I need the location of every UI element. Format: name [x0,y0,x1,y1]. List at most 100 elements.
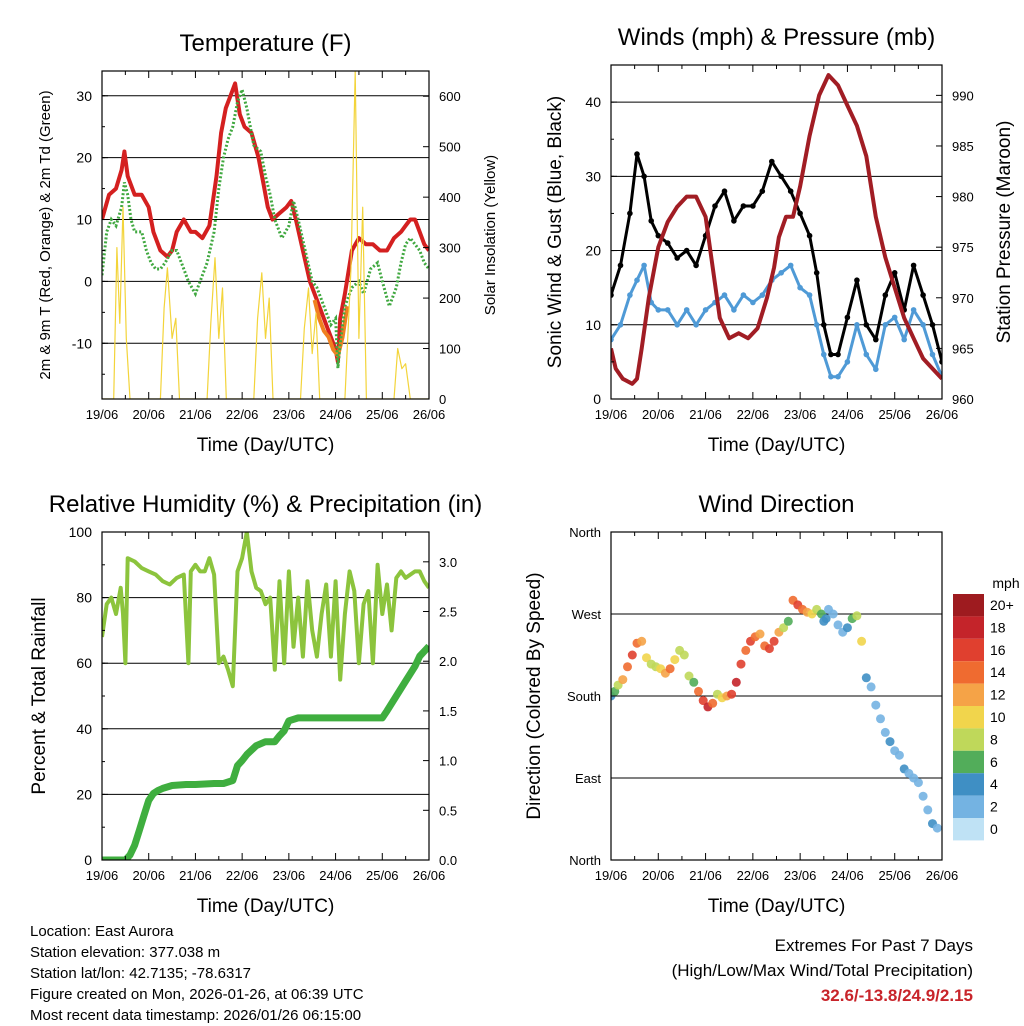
direction-point [918,791,928,801]
temperature-ytick-right-label: 200 [439,291,461,306]
winds-marker [797,210,803,217]
winds-xtick-label: 21/06 [689,407,722,422]
winds-marker [721,188,728,194]
humidity-series-group [102,532,429,860]
colorbar-cell [953,750,984,774]
winds-marker [920,292,926,298]
winds-xtick-label: 25/06 [878,407,911,422]
temperature-xtick-label: 25/06 [366,407,399,422]
winds-xtick-label: 22/06 [737,407,770,422]
temperature-xtick-label: 22/06 [226,407,259,422]
winds-ytick-right-label: 970 [952,291,974,306]
winds-marker [873,366,879,373]
winds-ytick-label: 20 [585,243,601,259]
winds-marker [939,359,942,365]
winds-marker [693,262,699,269]
winds-marker [721,292,728,298]
winds-marker [750,299,756,306]
winds-marker [641,173,647,180]
humidity-xtick-label: 21/06 [179,868,212,883]
direction-point [932,823,942,833]
humidity-xtick-label: 19/06 [86,868,119,883]
direction-xtick-label: 20/06 [642,868,675,883]
panel-winds: Winds (mph) & Pressure (mb) 40 30 20 10 0 990 9… [545,24,1015,456]
data-timestamp: Most recent data timestamp: 2026/01/26 0… [30,1007,362,1024]
winds-marker [627,210,633,217]
station-elevation: Station elevation: 377.038 m [30,944,221,961]
direction-xtick-label: 21/06 [689,868,722,883]
winds-xtick-label: 24/06 [831,407,864,422]
temperature-xtick-label: 26/06 [413,407,446,422]
temperature-series-2m-td [102,84,429,369]
colorbar-label: 16 [990,642,1006,658]
winds-marker [750,203,756,209]
direction-point [764,644,774,654]
direction-point [769,636,779,646]
humidity-ytick-right-label: 2.5 [439,605,457,620]
winds-marker [655,232,662,239]
humidity-xtick-label: 22/06 [226,868,259,883]
winds-title: Winds (mph) & Pressure (mb) [618,24,935,51]
humidity-ytick-label: 0 [84,852,92,868]
winds-ytick-right-label: 990 [952,88,974,103]
direction-point [694,686,703,696]
colorbar-cell [953,616,984,639]
winds-xtick-label: 19/06 [595,407,628,422]
winds-marker [683,307,690,313]
humidity-series-relative-humidity [102,532,429,689]
humidity-ytick-label: 100 [69,524,93,540]
figure-created: Figure created on Mon, 2026-01-26, at 06… [30,986,364,1003]
direction-point [866,682,876,692]
temperature-ytick-label: 20 [76,150,92,166]
winds-marker [901,336,907,343]
direction-ytick-label: North [569,853,601,868]
winds-marker [891,314,898,321]
winds-marker [641,262,647,269]
winds-marker [787,262,794,269]
direction-xtick-label: 24/06 [831,868,864,883]
colorbar-unit: mph [992,575,1019,591]
direction-point [876,714,885,724]
extremes-values: 32.6/-13.8/24.9/2.15 [820,986,973,1005]
direction-point [852,611,862,621]
winds-ytick-label: 40 [585,94,601,110]
direction-point [842,623,852,633]
humidity-xtick-label: 24/06 [319,868,352,883]
winds-marker [617,322,624,328]
winds-marker [648,218,654,224]
humidity-xtick-label: 26/06 [413,868,446,883]
direction-xtick-label: 26/06 [926,868,959,883]
extremes-title: Extremes For Past 7 Days [774,936,973,955]
temperature-xtick-label: 19/06 [86,407,119,422]
humidity-ytick-right-label: 3.0 [439,555,457,570]
direction-point [857,636,867,646]
direction-point [637,636,647,646]
extremes-subtitle: (High/Low/Max Wind/Total Precipitation) [671,961,973,980]
winds-marker [740,292,747,298]
colorbar-cell [953,773,984,796]
colorbar-label: 2 [990,799,998,815]
winds-ytick-right-label: 980 [952,190,974,205]
winds-marker [863,351,870,358]
winds-marker [674,255,680,261]
direction-point [698,696,708,706]
humidity-ytick-right-label: 0.0 [439,853,457,868]
temperature-xlabel: Time (Day/UTC) [197,435,335,456]
direction-point [821,614,831,624]
humidity-ytick-right-label: 2.0 [439,654,457,669]
winds-marker [844,359,851,365]
temperature-ytick-right-label: 500 [439,140,461,155]
direction-point [665,664,675,674]
winds-xlabel: Time (Day/UTC) [708,435,846,456]
winds-marker [778,173,784,180]
panel-direction: Wind DirectionNorthWestSouthEastNorth19/… [524,491,958,917]
winds-marker [611,292,614,298]
direction-xtick-label: 22/06 [737,868,770,883]
direction-point [833,620,843,630]
station-location: Location: East Aurora [30,923,174,940]
colorbar-label: 12 [990,687,1006,703]
direction-point [727,689,737,699]
direction-point [880,727,890,737]
direction-point [783,616,793,626]
colorbar-cell [953,706,984,729]
